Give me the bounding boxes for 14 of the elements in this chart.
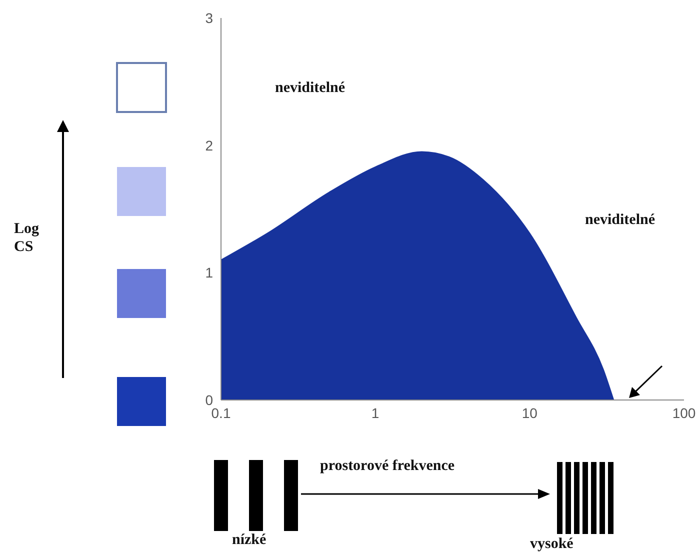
- text: nízké: [232, 532, 266, 549]
- annotation: neviditelné: [585, 212, 655, 229]
- x-axis-title: prostorové frekvence: [320, 458, 455, 475]
- y-tick-label: 3: [205, 10, 214, 26]
- text: vysoké: [530, 536, 574, 553]
- x-tick-label: 100: [672, 404, 696, 421]
- y-tick-label: 1: [205, 264, 214, 281]
- y-tick-label: 2: [205, 137, 214, 154]
- x-tick-label: 0.1: [211, 404, 231, 421]
- text: Log CS: [14, 220, 40, 256]
- annotation: neviditelné: [275, 80, 345, 97]
- y-tick-label: 0: [205, 392, 214, 408]
- x-tick-label: 10: [522, 404, 538, 421]
- x-tick-label: 1: [371, 404, 380, 421]
